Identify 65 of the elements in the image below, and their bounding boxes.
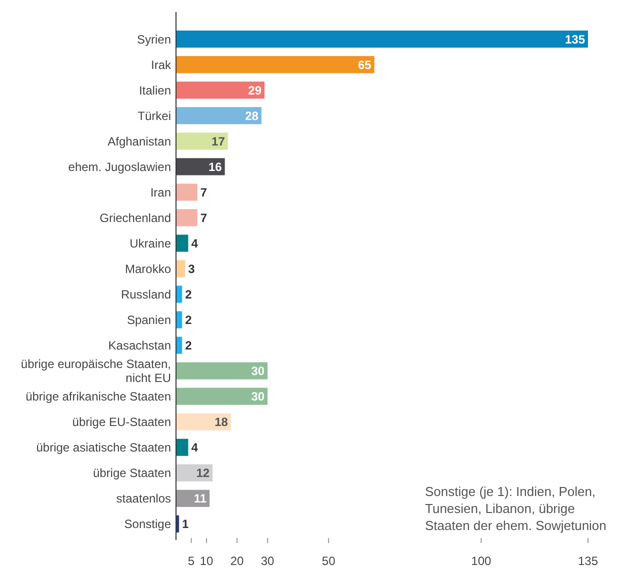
y-tick-label: Iran xyxy=(150,185,171,200)
x-tick-label: 20 xyxy=(230,554,244,568)
y-tick-label: übrige Staaten xyxy=(92,466,171,480)
y-tick-label: übrige asiatische Staaten xyxy=(36,440,171,455)
y-tick-label: Spanien xyxy=(126,312,171,327)
bar xyxy=(176,311,182,328)
y-tick-label: Marokko xyxy=(124,262,172,276)
data-label: 30 xyxy=(251,364,265,378)
bar xyxy=(176,132,228,150)
y-tick-label: Italien xyxy=(138,83,171,98)
y-tick-label: Afghanistan xyxy=(108,134,171,148)
data-label: 7 xyxy=(200,185,208,200)
bar xyxy=(176,438,188,456)
data-label: 3 xyxy=(188,262,196,276)
bar xyxy=(176,260,186,278)
x-tick-label: 10 xyxy=(200,554,214,568)
data-label: 16 xyxy=(208,160,222,174)
x-tick-label: 100 xyxy=(471,554,492,568)
y-tick-label: Russland xyxy=(120,287,171,302)
bar xyxy=(176,362,268,380)
y-tick-label: ehem. Jugoslawien xyxy=(68,160,171,174)
data-label: 18 xyxy=(214,415,228,430)
x-tick-label: 5 xyxy=(188,554,195,568)
x-tick-label: 30 xyxy=(260,554,275,568)
data-label: 65 xyxy=(358,58,372,72)
data-label: 17 xyxy=(212,134,226,148)
data-label: 4 xyxy=(191,236,198,250)
data-label: 2 xyxy=(185,287,192,302)
data-label: 2 xyxy=(185,338,192,352)
x-tick-label: 135 xyxy=(578,554,598,568)
y-tick-label: übrige EU-Staaten xyxy=(72,415,171,430)
data-label: 29 xyxy=(248,83,262,98)
bar xyxy=(176,107,262,124)
data-label: 135 xyxy=(564,32,586,46)
y-tick-label: Griechenland xyxy=(100,210,171,225)
bar xyxy=(176,56,374,74)
bar xyxy=(176,234,188,252)
bar xyxy=(176,286,182,303)
data-label: 30 xyxy=(251,390,265,404)
bar xyxy=(176,413,231,430)
y-tick-label: Sonstige xyxy=(124,517,172,532)
bar xyxy=(176,388,268,405)
data-label: 12 xyxy=(196,466,210,480)
x-tick-label: 50 xyxy=(322,554,336,568)
y-tick-label: übrige europäische Staaten, nicht EU xyxy=(20,357,171,385)
bar xyxy=(176,82,265,99)
y-tick-label: Irak xyxy=(150,58,172,72)
y-tick-label: Kasachstan xyxy=(108,338,171,352)
data-label: 2 xyxy=(185,312,192,327)
data-label: 1 xyxy=(182,517,190,532)
data-label: 28 xyxy=(245,108,259,123)
annotation: Sonstige (je 1): Indien, Polen, Tunesien, Libanon, übrige Staaten der ehem. Sowjetunion xyxy=(425,484,606,533)
y-tick-label: staatenlos xyxy=(116,492,171,506)
data-label: 4 xyxy=(191,440,198,455)
y-tick-label: Türkei xyxy=(138,108,171,123)
data-label: 7 xyxy=(200,210,208,225)
bar xyxy=(176,184,198,201)
bar xyxy=(176,336,182,354)
y-tick-label: übrige afrikanische Staaten xyxy=(26,390,171,404)
y-tick-label: Ukraine xyxy=(130,236,172,250)
bar xyxy=(176,30,588,48)
bar xyxy=(176,209,198,226)
data-label: 11 xyxy=(194,492,207,506)
bar xyxy=(176,158,225,176)
y-tick-label: Syrien xyxy=(136,32,171,46)
